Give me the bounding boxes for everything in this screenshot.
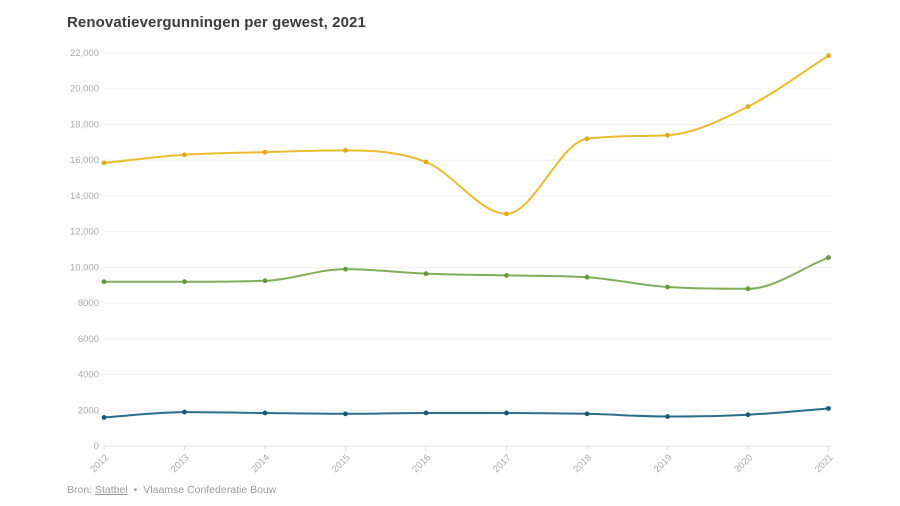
- series-line-blue-series: [103, 407, 830, 419]
- data-point-yellow-series-2014: [262, 149, 268, 155]
- y-axis-label: 22,000: [70, 48, 99, 59]
- y-axis-label: 4000: [78, 370, 99, 381]
- data-point-green-series-2012: [101, 279, 107, 285]
- data-point-blue-series-2013: [182, 409, 187, 415]
- y-axis-label: 14,000: [70, 191, 99, 202]
- x-axis-label: 2019: [652, 452, 675, 475]
- y-axis-label: 18,000: [70, 119, 99, 130]
- y-axis-label: 12,000: [70, 227, 99, 238]
- source-label: Bron:: [67, 484, 93, 496]
- x-axis-label: 2020: [732, 452, 755, 475]
- data-point-green-series-2017: [504, 273, 509, 278]
- line-chart-canvas: 0 2000 4000 6000 8000 10,000 12,000 14,000 16,00…: [70, 48, 836, 475]
- data-point-green-series-2020: [745, 286, 751, 292]
- data-point-blue-series-2017: [504, 410, 509, 416]
- x-axis-label: 2016: [410, 452, 433, 475]
- x-axis-label: 2017: [491, 452, 514, 475]
- y-axis-label: 8000: [78, 298, 99, 309]
- data-point-blue-series-2016: [423, 410, 429, 416]
- y-axis-label: 0: [94, 441, 99, 452]
- y-axis-label: 20,000: [70, 84, 99, 95]
- y-axis-label: 6000: [78, 334, 99, 345]
- data-point-blue-series-2014: [262, 410, 268, 416]
- data-point-green-series-2021: [826, 255, 831, 260]
- data-point-yellow-series-2019: [665, 132, 670, 138]
- source-note: Bron: Statbel • Vlaamse Confederatie Bou…: [67, 484, 276, 496]
- data-point-yellow-series-2016: [423, 159, 429, 165]
- y-axis-label: 2000: [78, 405, 99, 416]
- data-point-blue-series-2020: [745, 412, 751, 418]
- x-axis-label: 2012: [88, 452, 111, 475]
- source-suffix: Vlaamse Confederatie Bouw: [143, 484, 277, 496]
- x-axis-label: 2021: [813, 452, 836, 475]
- data-point-yellow-series-2018: [584, 136, 590, 142]
- data-point-green-series-2014: [262, 278, 268, 284]
- chart-title: Renovatievergunningen per gewest, 2021: [67, 14, 366, 31]
- data-point-yellow-series-2012: [101, 160, 107, 166]
- data-point-green-series-2015: [343, 266, 348, 272]
- x-axis-label: 2013: [169, 452, 192, 475]
- data-point-yellow-series-2021: [826, 53, 831, 59]
- data-point-blue-series-2012: [101, 415, 107, 420]
- x-axis-label: 2018: [571, 452, 594, 475]
- source-separator: •: [133, 484, 138, 496]
- series-line-green-series: [103, 256, 830, 290]
- data-point-yellow-series-2017: [504, 211, 509, 217]
- data-point-green-series-2019: [665, 284, 670, 290]
- data-point-green-series-2016: [423, 271, 429, 277]
- y-axis-label: 10,000: [70, 262, 99, 273]
- data-point-yellow-series-2015: [343, 147, 348, 153]
- data-point-yellow-series-2020: [745, 104, 751, 109]
- x-axis-label: 2015: [330, 452, 353, 475]
- series-line-yellow-series: [103, 54, 830, 215]
- x-axis-label: 2014: [249, 452, 272, 475]
- data-point-blue-series-2015: [343, 411, 348, 417]
- data-point-blue-series-2019: [665, 414, 670, 419]
- data-point-blue-series-2018: [584, 411, 590, 417]
- data-point-blue-series-2021: [826, 406, 831, 411]
- source-link-statbel[interactable]: Statbel: [95, 484, 128, 496]
- y-axis-label: 16,000: [70, 155, 99, 166]
- data-point-green-series-2013: [182, 279, 187, 285]
- data-point-yellow-series-2013: [182, 152, 187, 158]
- data-point-green-series-2018: [584, 274, 590, 280]
